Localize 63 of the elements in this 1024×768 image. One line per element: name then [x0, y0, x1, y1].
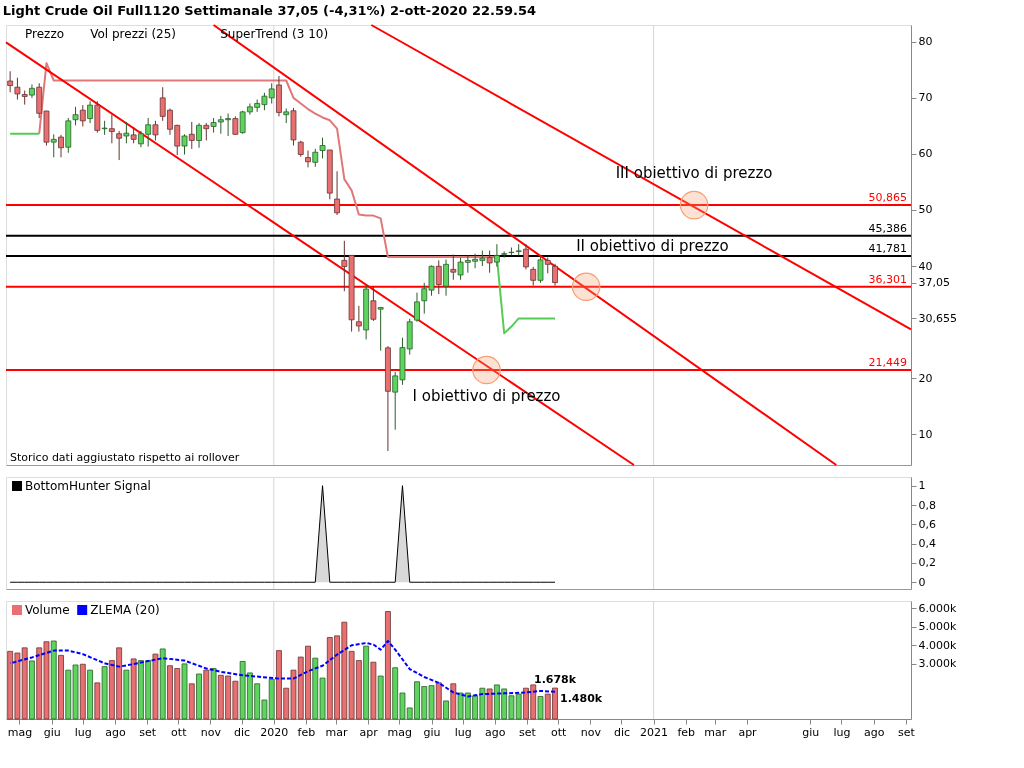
- x-tick-label: ago: [485, 725, 506, 739]
- annotation: Vol prezzi (25): [90, 27, 177, 41]
- x-tick-label: nov: [580, 725, 602, 739]
- x-tick-label: mar: [704, 725, 727, 739]
- x-tick-label: apr: [738, 725, 758, 739]
- x-tick-label: mag: [387, 725, 413, 739]
- y-tick-label: 37,05: [918, 276, 950, 290]
- x-tick-label: set: [139, 725, 157, 739]
- x-tick-label: 2020: [260, 725, 289, 739]
- y-tick-label: 40: [918, 259, 933, 273]
- x-tick-label: feb: [677, 725, 696, 739]
- x-tick-label: ott: [171, 725, 188, 739]
- y-tick-label: 0,4: [918, 537, 936, 551]
- y-tick-label: 6.000k: [918, 601, 957, 615]
- x-tick-label: dic: [613, 725, 630, 739]
- x-tick-label: set: [519, 725, 537, 739]
- y-tick-label: 60: [918, 147, 933, 161]
- x-tick-label: lug: [454, 725, 472, 739]
- y-tick-label: 70: [918, 91, 933, 105]
- x-tick-label: set: [897, 725, 916, 739]
- x-tick-label: ott: [550, 725, 567, 739]
- legend-label: ZLEMA (20): [90, 603, 160, 617]
- ref-line-label: 36,301: [868, 272, 907, 286]
- data-label: 1.480k: [560, 691, 603, 705]
- ref-line-label: 41,781: [868, 242, 907, 256]
- annotation: III obiettivo di prezzo: [615, 164, 773, 183]
- legend-label: BottomHunter Signal: [25, 479, 151, 493]
- ref-line-label: 45,386: [868, 221, 907, 235]
- x-tick-label: giu: [802, 725, 820, 739]
- y-tick-label: 3.000k: [918, 657, 957, 671]
- y-tick-label: 1: [918, 479, 926, 493]
- x-tick-label: mag: [7, 725, 33, 739]
- annotation: Storico dati aggiustato rispetto ai rollover: [10, 451, 240, 464]
- x-tick-label: apr: [359, 725, 379, 739]
- data-label: 1.678k: [533, 673, 577, 687]
- y-tick-label: 0: [918, 575, 926, 589]
- y-tick-label: 0,2: [918, 556, 936, 570]
- y-tick-label: 20: [918, 371, 933, 385]
- x-tick-label: ago: [863, 725, 885, 739]
- y-tick-label: 30,655: [918, 311, 957, 325]
- x-tick-label: giu: [43, 725, 61, 739]
- x-tick-label: dic: [234, 725, 251, 739]
- x-tick-label: 2021: [640, 725, 669, 739]
- y-tick-label: 4.000k: [918, 638, 957, 652]
- y-tick-label: 0,8: [918, 498, 936, 512]
- y-tick-label: 50: [918, 203, 933, 217]
- legend-label: Volume: [25, 603, 70, 617]
- x-tick-label: lug: [833, 725, 851, 739]
- chart-title: Light Crude Oil Full1120 Settimanale 37,05 (-4,31%) 2-ott-2020 22.59.54: [2, 2, 537, 18]
- x-tick-label: feb: [297, 725, 316, 739]
- ref-line-label: 50,865: [868, 191, 907, 205]
- x-tick-label: lug: [74, 725, 92, 739]
- y-tick-label: 5.000k: [918, 620, 957, 634]
- y-tick-label: 10: [918, 427, 933, 441]
- x-tick-label: nov: [200, 725, 222, 739]
- annotation: II obiettivo di prezzo: [576, 236, 729, 255]
- y-tick-label: 80: [918, 35, 933, 49]
- annotation: Prezzo: [25, 27, 65, 41]
- y-tick-label: 0,6: [918, 517, 936, 531]
- x-tick-label: mar: [325, 725, 348, 739]
- x-tick-label: ago: [105, 725, 126, 739]
- ref-line-label: 21,449: [868, 356, 907, 369]
- x-tick-label: giu: [423, 725, 441, 739]
